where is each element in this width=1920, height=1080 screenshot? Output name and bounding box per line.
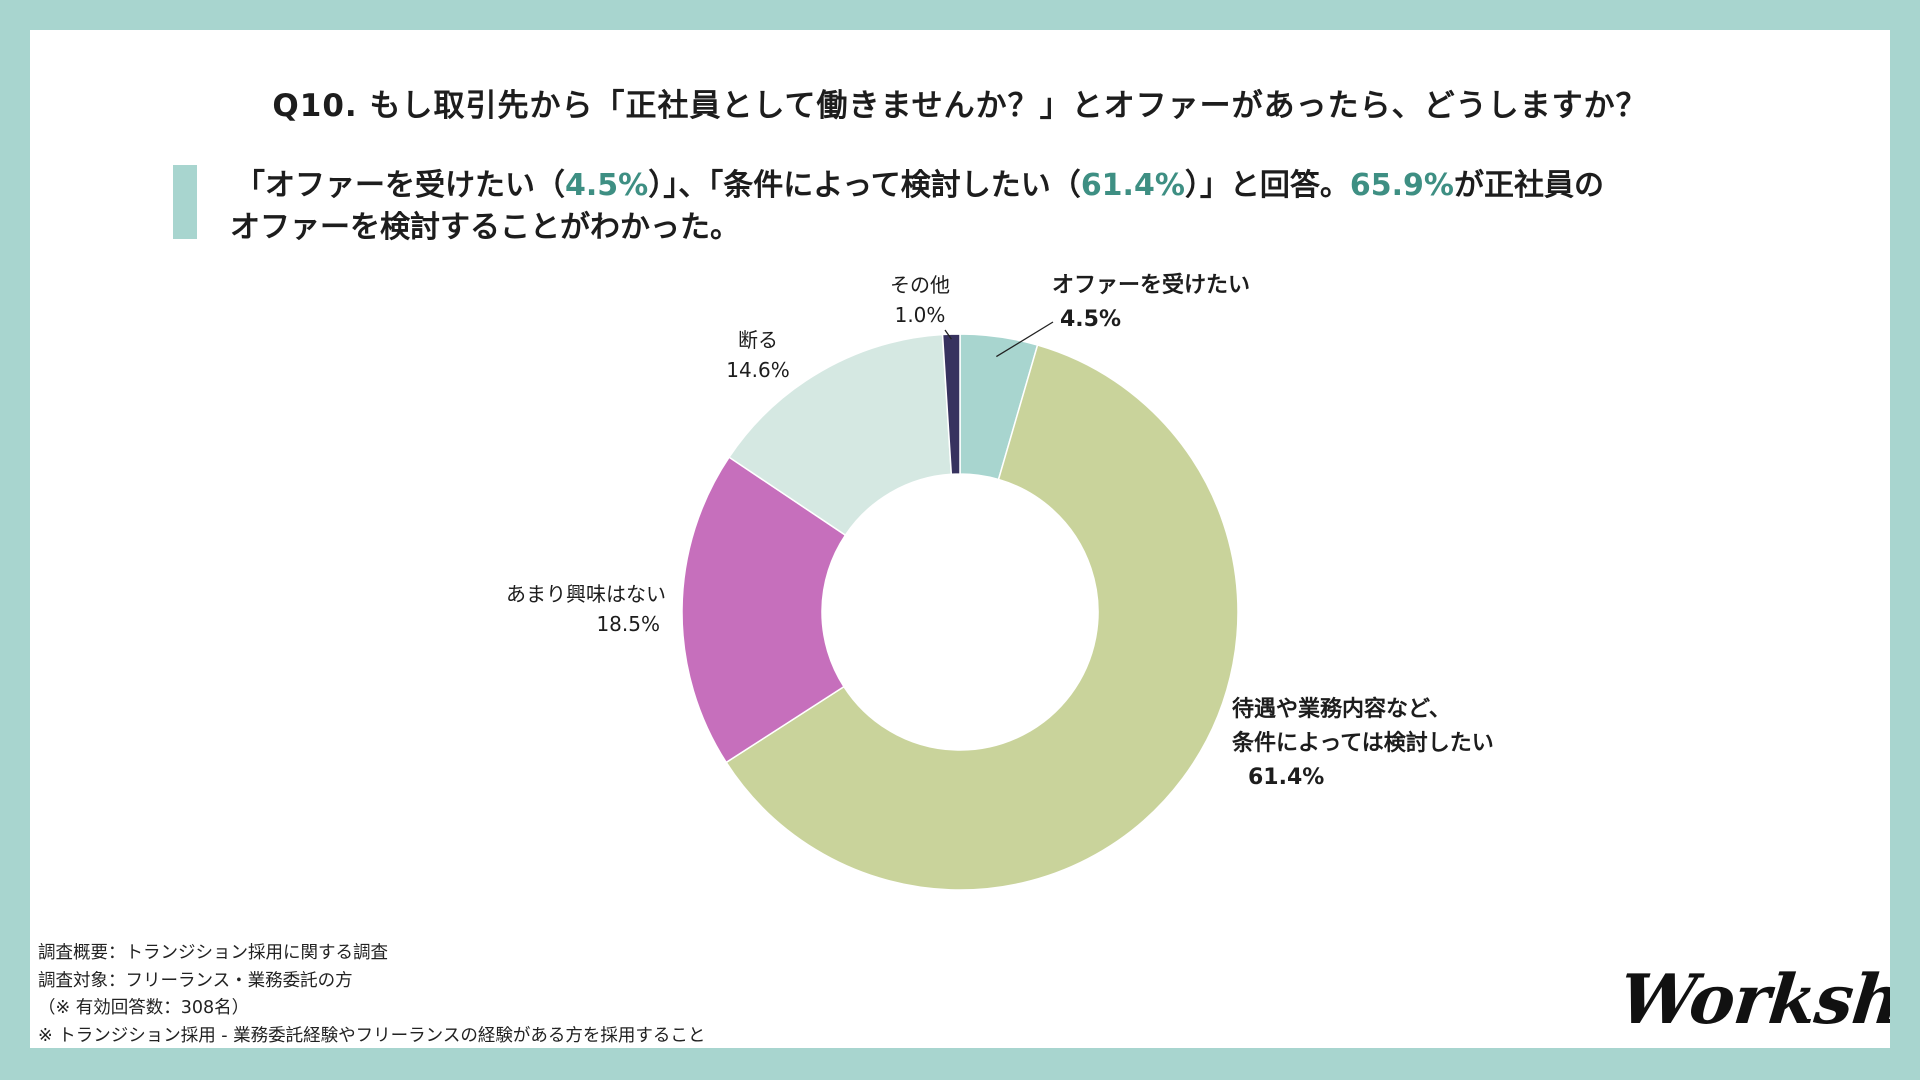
footer-valid-responses: （※ 有効回答数：308名）	[38, 998, 250, 1018]
label-accept-offer-line-1: オファーを受けたい	[1052, 272, 1250, 298]
summary-value-total: 65.9%	[1349, 168, 1454, 203]
survey-footer: 調査概要：トランジション採用に関する調査 調査対象：フリーランス・業務委託の方 …	[38, 940, 705, 1048]
summary-line-2: オファーを検討することがわかった。	[230, 210, 740, 245]
footer-definition-note: ※ トランジション採用 - 業務委託経験やフリーランスの経験がある方を採用するこ…	[38, 1025, 706, 1046]
label-conditional-line-2: 条件によっては検討したい	[1231, 730, 1494, 756]
leader-line-other	[944, 329, 952, 340]
leader-line-accept-offer	[996, 321, 1054, 358]
survey-card: Q10. もし取引先から「正社員として働きませんか？」とオファーがあったら、どう…	[30, 30, 1890, 1048]
label-other-line-1: その他	[890, 273, 950, 297]
donut-chart: オファーを受けたい 4.5% 待遇や業務内容など、条件によっては検討したい 61.4%…	[506, 272, 1494, 891]
question-title: Q10. もし取引先から「正社員として働きませんか？」とオファーがあったら、どう…	[272, 88, 1648, 124]
label-decline-line-1: 断る	[738, 328, 778, 352]
slice-decline	[728, 333, 953, 537]
label-not-interested-line-1: あまり興味はない	[506, 582, 666, 606]
label-accept-offer-line-2: 4.5%	[1060, 307, 1121, 332]
label-conditional: 待遇や業務内容など、条件によっては検討したい 61.4%	[1231, 696, 1494, 790]
summary-text-d: が正社員の	[1453, 168, 1604, 203]
summary-text-a: 「オファーを受けたい（	[235, 168, 565, 203]
workship-logo: Workship	[1615, 960, 1890, 1040]
slice-conditional	[725, 344, 1239, 891]
label-accept-offer: オファーを受けたい 4.5%	[1052, 272, 1250, 332]
summary-value-accept: 4.5%	[565, 168, 649, 203]
label-conditional-line-1: 待遇や業務内容など、	[1232, 696, 1451, 722]
label-other-line-2: 1.0%	[895, 303, 946, 327]
slice-not-interested	[681, 456, 847, 764]
summary-text-c: ）」と回答。	[1184, 168, 1350, 203]
footer-survey-target: 調査対象：フリーランス・業務委託の方	[38, 970, 353, 991]
summary-accent-bar	[173, 165, 197, 239]
label-conditional-line-3: 61.4%	[1248, 765, 1324, 790]
label-not-interested-line-2: 18.5%	[596, 612, 660, 636]
label-decline: 断る 14.6%	[726, 328, 790, 382]
label-other: その他 1.0%	[890, 273, 950, 327]
summary-line-1: 「オファーを受けたい（4.5%）」、「条件によって検討したい（61.4%）」と回…	[235, 160, 1604, 204]
summary-text-b: ）」、「条件によって検討したい（	[648, 168, 1081, 203]
summary-value-conditional: 61.4%	[1080, 168, 1185, 203]
label-decline-line-2: 14.6%	[726, 358, 790, 382]
label-not-interested: あまり興味はない 18.5%	[506, 582, 666, 636]
footer-survey-overview: 調査概要：トランジション採用に関する調査	[38, 943, 388, 963]
